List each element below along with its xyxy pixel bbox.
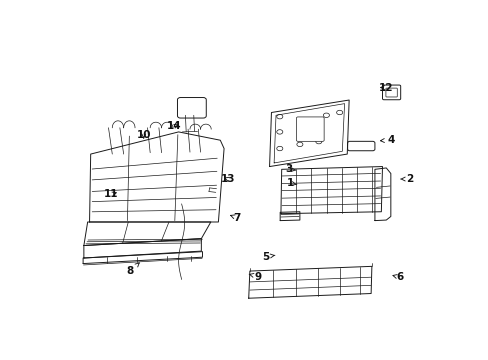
Text: 8: 8 [126,263,139,276]
FancyBboxPatch shape [347,141,374,151]
Text: 1: 1 [286,178,296,188]
Text: 7: 7 [230,213,241,223]
FancyBboxPatch shape [296,117,324,141]
FancyBboxPatch shape [382,85,400,100]
Text: 11: 11 [104,189,119,199]
Text: 6: 6 [392,273,403,283]
Text: 14: 14 [166,121,181,131]
Text: 5: 5 [262,252,274,262]
Text: 9: 9 [248,271,261,282]
FancyBboxPatch shape [177,98,206,118]
Text: 2: 2 [400,174,412,184]
Text: 13: 13 [220,174,235,184]
Text: 4: 4 [380,135,394,145]
Text: 3: 3 [285,164,295,174]
Text: 10: 10 [136,130,151,140]
Text: 12: 12 [378,82,393,93]
